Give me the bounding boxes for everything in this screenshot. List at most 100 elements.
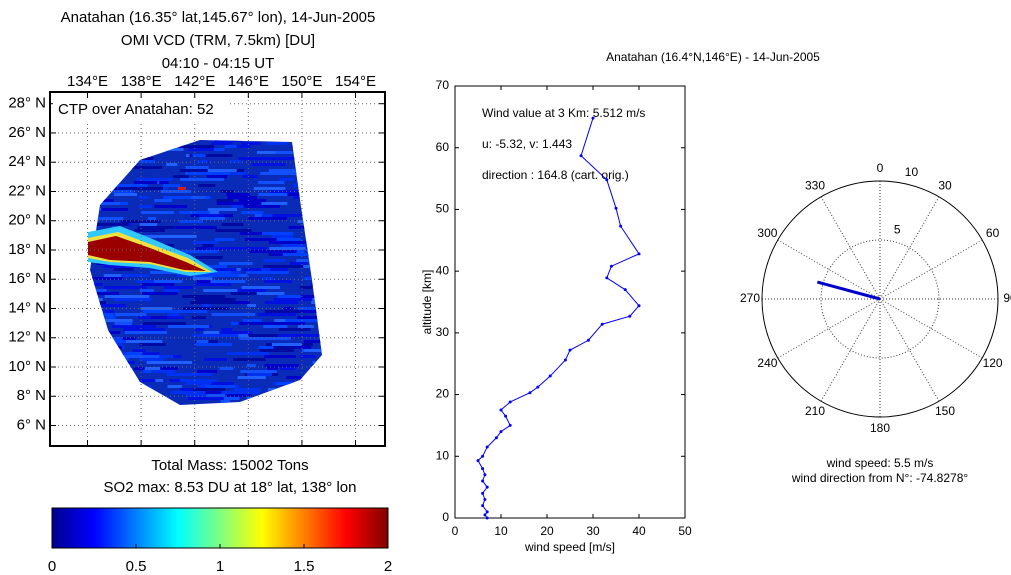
swath-texture: [113, 268, 134, 271]
swath-texture: [123, 328, 166, 331]
swath-texture: [187, 397, 236, 400]
swath-texture: [297, 316, 322, 319]
swath-texture: [90, 277, 124, 280]
x-tick-label: 154°E: [335, 73, 376, 90]
swath-texture: [219, 367, 234, 370]
data-point: [536, 385, 540, 389]
swath-texture: [90, 376, 106, 379]
swath-texture: [200, 382, 234, 385]
swath-texture: [113, 388, 128, 391]
annotation: u: -5.32, v: 1.443: [482, 137, 572, 151]
annotation: CTP over Anatahan: 52: [58, 101, 214, 118]
swath-texture: [118, 400, 133, 403]
swath-texture: [105, 331, 121, 334]
so2-swath: [82, 136, 322, 412]
swath-texture: [267, 367, 278, 370]
map-note: SO2 max: 8.53 DU at 18° lat, 138° lon: [104, 479, 357, 496]
swath-texture: [287, 193, 313, 196]
swath-texture: [316, 253, 322, 256]
theta-tick-label: 330: [805, 179, 825, 193]
swath-texture: [195, 247, 207, 250]
data-point: [600, 322, 604, 326]
swath-texture: [198, 136, 228, 139]
swath-texture: [248, 334, 279, 337]
swath-texture: [104, 286, 148, 289]
swath-texture: [246, 403, 288, 405]
swath-texture: [226, 352, 270, 355]
y-tick-label: 24° N: [8, 153, 46, 170]
so2-plume: [88, 187, 218, 276]
y-tick-label: 10° N: [8, 358, 46, 375]
data-point: [485, 445, 489, 449]
swath-texture: [195, 343, 232, 346]
swath-texture: [95, 409, 104, 412]
swath-texture: [192, 277, 213, 280]
y-axis-label: altitude [km]: [420, 270, 434, 335]
y-tick-label: 70: [436, 78, 450, 92]
caption: wind direction from N°: -74.8278°: [791, 471, 969, 485]
swath-texture: [188, 406, 211, 409]
swath-texture: [267, 388, 285, 391]
y-tick-label: 28° N: [8, 95, 46, 112]
chart-title: Anatahan (16.4°N,146°E) - 14-Jun-2005: [606, 50, 820, 64]
data-point: [568, 348, 572, 352]
swath-texture: [202, 265, 227, 268]
swath-texture: [260, 238, 302, 241]
data-point: [483, 497, 487, 501]
swath-texture: [90, 184, 117, 187]
swath-texture: [120, 202, 129, 205]
swath-texture: [289, 262, 307, 265]
colorbar-tick-label: 2: [384, 558, 392, 575]
swath-texture: [144, 367, 161, 370]
swath-texture: [139, 289, 154, 292]
theta-tick-label: 0: [877, 161, 884, 175]
swath-texture: [114, 322, 133, 325]
swath-texture: [288, 226, 322, 229]
swath-texture: [269, 190, 306, 193]
swath-texture: [303, 277, 313, 280]
swath-texture: [112, 325, 156, 328]
swath-texture: [286, 376, 322, 379]
annotation: direction : 164.8 (cart. orig.): [482, 168, 629, 182]
swath-texture: [229, 160, 242, 163]
data-point: [609, 264, 613, 268]
y-tick-label: 10: [436, 448, 450, 462]
swath-texture: [247, 397, 287, 400]
map-title: Anatahan (16.35° lat,145.67° lon), 14-Ju…: [61, 9, 376, 26]
swath-texture: [196, 340, 209, 343]
swath-texture: [90, 343, 123, 346]
swath-texture: [316, 349, 322, 352]
swath-texture: [313, 262, 322, 265]
data-point: [579, 154, 583, 158]
swath-texture: [252, 163, 286, 166]
data-point: [623, 288, 627, 292]
swath-texture: [202, 304, 211, 307]
swath-texture: [243, 205, 280, 208]
swath-texture: [179, 379, 217, 382]
swath-texture: [235, 334, 253, 337]
theta-tick-label: 180: [870, 421, 890, 435]
swath-texture: [139, 136, 165, 139]
swath-texture: [179, 220, 203, 223]
swath-texture: [318, 391, 322, 394]
swath-texture: [311, 220, 322, 223]
swath-texture: [290, 295, 317, 298]
swath-texture: [109, 190, 134, 193]
swath-texture: [99, 166, 111, 169]
swath-texture: [207, 208, 237, 211]
data-point: [628, 314, 632, 318]
swath-texture: [304, 349, 322, 352]
swath-texture: [185, 394, 215, 397]
swath-texture: [236, 145, 251, 148]
swath-texture: [264, 301, 299, 304]
swath-texture: [162, 184, 181, 187]
swath-texture: [271, 235, 293, 238]
swath-texture: [272, 346, 295, 349]
swath-texture: [204, 358, 228, 361]
swath-texture: [136, 280, 155, 283]
swath-texture: [82, 409, 115, 412]
swath-texture: [146, 409, 172, 412]
x-tick-label: 142°E: [174, 73, 215, 90]
swath-texture: [296, 259, 322, 262]
swath-texture: [166, 163, 178, 166]
